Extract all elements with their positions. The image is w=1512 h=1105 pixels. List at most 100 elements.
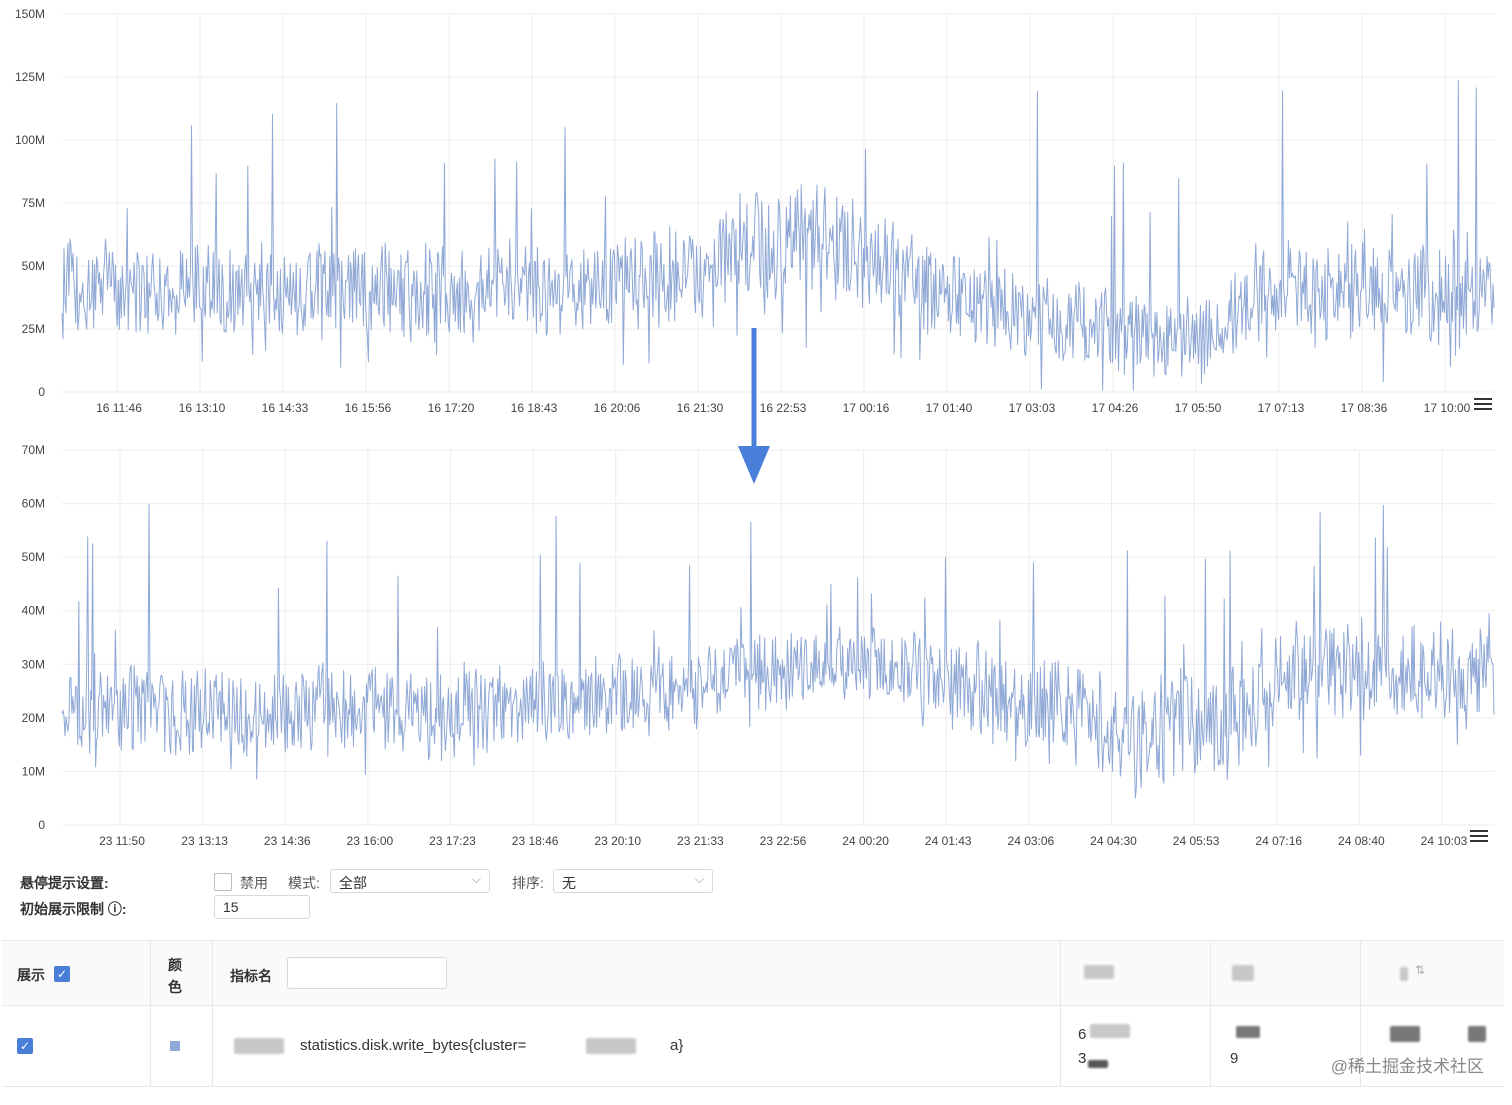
y-tick-label: 10M bbox=[22, 764, 45, 778]
x-tick-label: 17 00:16 bbox=[843, 401, 890, 415]
x-tick-label: 24 07:16 bbox=[1255, 834, 1302, 848]
x-tick-label: 16 20:06 bbox=[594, 401, 641, 415]
metric-name-right: a} bbox=[670, 1037, 684, 1054]
y-tick-label: 50M bbox=[22, 259, 45, 273]
redacted-header bbox=[1084, 965, 1114, 979]
x-tick-label: 17 04:26 bbox=[1092, 401, 1139, 415]
y-tick-label: 20M bbox=[22, 711, 45, 725]
y-tick-label: 75M bbox=[22, 196, 45, 210]
col-divider bbox=[150, 941, 151, 1087]
x-tick-label: 16 17:20 bbox=[428, 401, 475, 415]
row-value-3: 9 bbox=[1230, 1050, 1239, 1067]
y-tick-label: 25M bbox=[22, 322, 45, 336]
redacted-text bbox=[586, 1038, 636, 1054]
row-show-checkbox[interactable]: ✓ bbox=[17, 1038, 33, 1054]
x-tick-label: 23 17:23 bbox=[429, 834, 476, 848]
col-color-header-2: 色 bbox=[168, 979, 182, 995]
redacted-text bbox=[234, 1038, 284, 1054]
initial-limit-label: 初始展示限制 ⓘ: bbox=[20, 901, 127, 917]
y-tick-label: 40M bbox=[22, 604, 45, 618]
col-divider bbox=[1210, 941, 1211, 1087]
x-tick-label: 24 10:03 bbox=[1421, 834, 1468, 848]
down-arrow-icon bbox=[738, 328, 770, 484]
redacted-value bbox=[1468, 1026, 1486, 1042]
row-value-1: 6 bbox=[1078, 1026, 1087, 1043]
mode-select[interactable]: 全部 ⌵ bbox=[330, 869, 490, 893]
hover-settings-label: 悬停提示设置: bbox=[20, 875, 109, 891]
initial-limit-input[interactable]: 15 bbox=[214, 895, 310, 919]
x-tick-label: 24 04:30 bbox=[1090, 834, 1137, 848]
redacted-header bbox=[1400, 967, 1408, 981]
col-show-header: 展示 bbox=[17, 967, 45, 983]
x-tick-label: 23 21:33 bbox=[677, 834, 724, 848]
col-color-header: 颜 bbox=[168, 957, 182, 973]
metrics-table: 展示 ✓ 颜 色 指标名 ⇅ ✓ statistics.disk.write_b… bbox=[2, 940, 1504, 1089]
disable-checkbox[interactable] bbox=[214, 873, 232, 891]
metric-name-left: statistics.disk.write_bytes{cluster= bbox=[300, 1037, 527, 1054]
tooltip-settings: 悬停提示设置: 禁用 模式: 全部 ⌵ 排序: 无 ⌵ 初始展示限制 ⓘ: 15 bbox=[0, 866, 1512, 936]
series-color-swatch bbox=[170, 1041, 180, 1051]
x-tick-label: 23 20:10 bbox=[594, 834, 641, 848]
chart-top-svg: 0 25M 50M 75M 100M 125M 150M 16 11:46 16 13:10 16… bbox=[15, 7, 1495, 415]
mode-label: 模式: bbox=[288, 875, 320, 891]
x-tick-label: 24 01:43 bbox=[925, 834, 972, 848]
sort-label: 排序: bbox=[512, 875, 544, 891]
y-tick-label: 150M bbox=[15, 7, 45, 21]
chart-bottom-svg: 0 10M 20M 30M 40M 50M 60M 70M 23 11:50 23 13:13 23… bbox=[22, 443, 1495, 848]
x-tick-label: 16 14:33 bbox=[262, 401, 309, 415]
chart-bottom[interactable]: 0 10M 20M 30M 40M 50M 60M 70M 23 11:50 23 13:13 23… bbox=[0, 436, 1512, 856]
col-divider bbox=[212, 941, 213, 1087]
x-tick-label: 16 11:46 bbox=[96, 401, 142, 415]
x-tick-label: 24 00:20 bbox=[842, 834, 889, 848]
chart-top[interactable]: 0 25M 50M 75M 100M 125M 150M 16 11:46 16 13:10 16… bbox=[0, 0, 1512, 430]
x-tick-label: 24 05:53 bbox=[1173, 834, 1220, 848]
chart-bottom-menu-icon[interactable] bbox=[1470, 830, 1488, 844]
x-tick-label: 23 18:46 bbox=[512, 834, 559, 848]
col-metric-header: 指标名 bbox=[230, 968, 272, 984]
x-tick-label: 23 14:36 bbox=[264, 834, 311, 848]
redacted-value bbox=[1088, 1060, 1108, 1068]
x-tick-label: 16 22:53 bbox=[760, 401, 807, 415]
y-tick-label: 70M bbox=[22, 443, 45, 457]
redacted-header bbox=[1232, 965, 1254, 981]
x-tick-label: 23 13:13 bbox=[181, 834, 228, 848]
chart-top-menu-icon[interactable] bbox=[1474, 398, 1492, 412]
x-tick-label: 24 08:40 bbox=[1338, 834, 1385, 848]
col-divider bbox=[1060, 941, 1061, 1087]
series-line bbox=[61, 504, 1495, 799]
y-tick-label: 60M bbox=[22, 497, 45, 511]
x-tick-label: 17 05:50 bbox=[1175, 401, 1222, 415]
mode-select-value: 全部 bbox=[339, 875, 367, 891]
y-tick-label: 30M bbox=[22, 657, 45, 671]
sort-select-value: 无 bbox=[562, 875, 576, 891]
x-tick-label: 16 13:10 bbox=[179, 401, 226, 415]
x-tick-label: 17 03:03 bbox=[1009, 401, 1056, 415]
x-tick-label: 24 03:06 bbox=[1008, 834, 1055, 848]
metric-filter-input[interactable] bbox=[287, 957, 447, 989]
show-all-checkbox[interactable]: ✓ bbox=[54, 966, 70, 982]
y-tick-label: 0 bbox=[38, 385, 45, 399]
table-row: ✓ statistics.disk.write_bytes{cluster= a… bbox=[2, 1006, 1504, 1087]
chevron-down-icon: ⌵ bbox=[471, 872, 481, 886]
y-tick-label: 50M bbox=[22, 550, 45, 564]
sort-icon[interactable]: ⇅ bbox=[1415, 963, 1426, 977]
x-tick-label: 16 15:56 bbox=[345, 401, 392, 415]
x-tick-label: 17 07:13 bbox=[1258, 401, 1305, 415]
table-header: 展示 ✓ 颜 色 指标名 ⇅ bbox=[2, 941, 1504, 1006]
x-tick-label: 16 18:43 bbox=[511, 401, 558, 415]
col-divider bbox=[1360, 941, 1361, 1087]
series-line bbox=[61, 79, 1495, 391]
y-tick-label: 0 bbox=[38, 818, 45, 832]
row-value-2: 3 bbox=[1078, 1050, 1087, 1067]
redacted-value bbox=[1090, 1024, 1130, 1038]
sort-select[interactable]: 无 ⌵ bbox=[553, 869, 713, 893]
x-tick-label: 23 22:56 bbox=[760, 834, 807, 848]
redacted-value bbox=[1236, 1026, 1260, 1038]
x-tick-label: 17 01:40 bbox=[926, 401, 973, 415]
chevron-down-icon: ⌵ bbox=[694, 872, 704, 886]
x-tick-label: 16 21:30 bbox=[677, 401, 724, 415]
x-tick-label: 23 11:50 bbox=[99, 834, 145, 848]
x-tick-label: 23 16:00 bbox=[347, 834, 394, 848]
x-tick-label: 17 08:36 bbox=[1341, 401, 1388, 415]
redacted-value bbox=[1390, 1026, 1420, 1042]
